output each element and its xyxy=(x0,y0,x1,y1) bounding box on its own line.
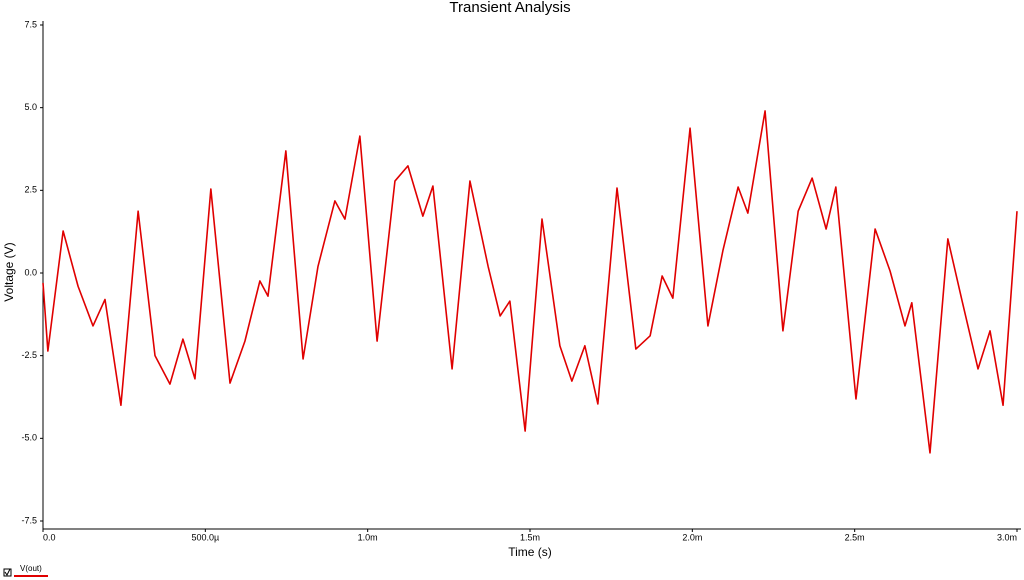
x-tick-label: 0.0 xyxy=(43,532,56,542)
y-tick-label: 0.0 xyxy=(24,267,37,277)
x-tick-label: 1.0m xyxy=(358,532,378,542)
y-tick-label: -5.0 xyxy=(21,433,37,443)
legend-check xyxy=(4,568,11,576)
y-axis-label: Voltage (V) xyxy=(2,242,16,301)
chart-title: Transient Analysis xyxy=(449,0,570,16)
x-tick-label: 2.5m xyxy=(845,532,865,542)
y-tick-label: 7.5 xyxy=(24,19,37,29)
y-tick-label: 2.5 xyxy=(24,185,37,195)
x-tick-label: 2.0m xyxy=(682,532,702,542)
y-tick-label: -7.5 xyxy=(21,515,37,525)
x-axis-label: Time (s) xyxy=(508,545,552,559)
legend-checkbox[interactable] xyxy=(3,568,12,577)
x-tick-label: 3.0m xyxy=(997,532,1017,542)
y-tick-label: -2.5 xyxy=(21,350,37,360)
y-tick-label: 5.0 xyxy=(24,102,37,112)
x-tick-label: 500.0µ xyxy=(191,532,219,542)
legend-label: V(out) xyxy=(20,564,42,573)
x-tick-label: 1.5m xyxy=(520,532,540,542)
series-line xyxy=(42,110,1018,454)
